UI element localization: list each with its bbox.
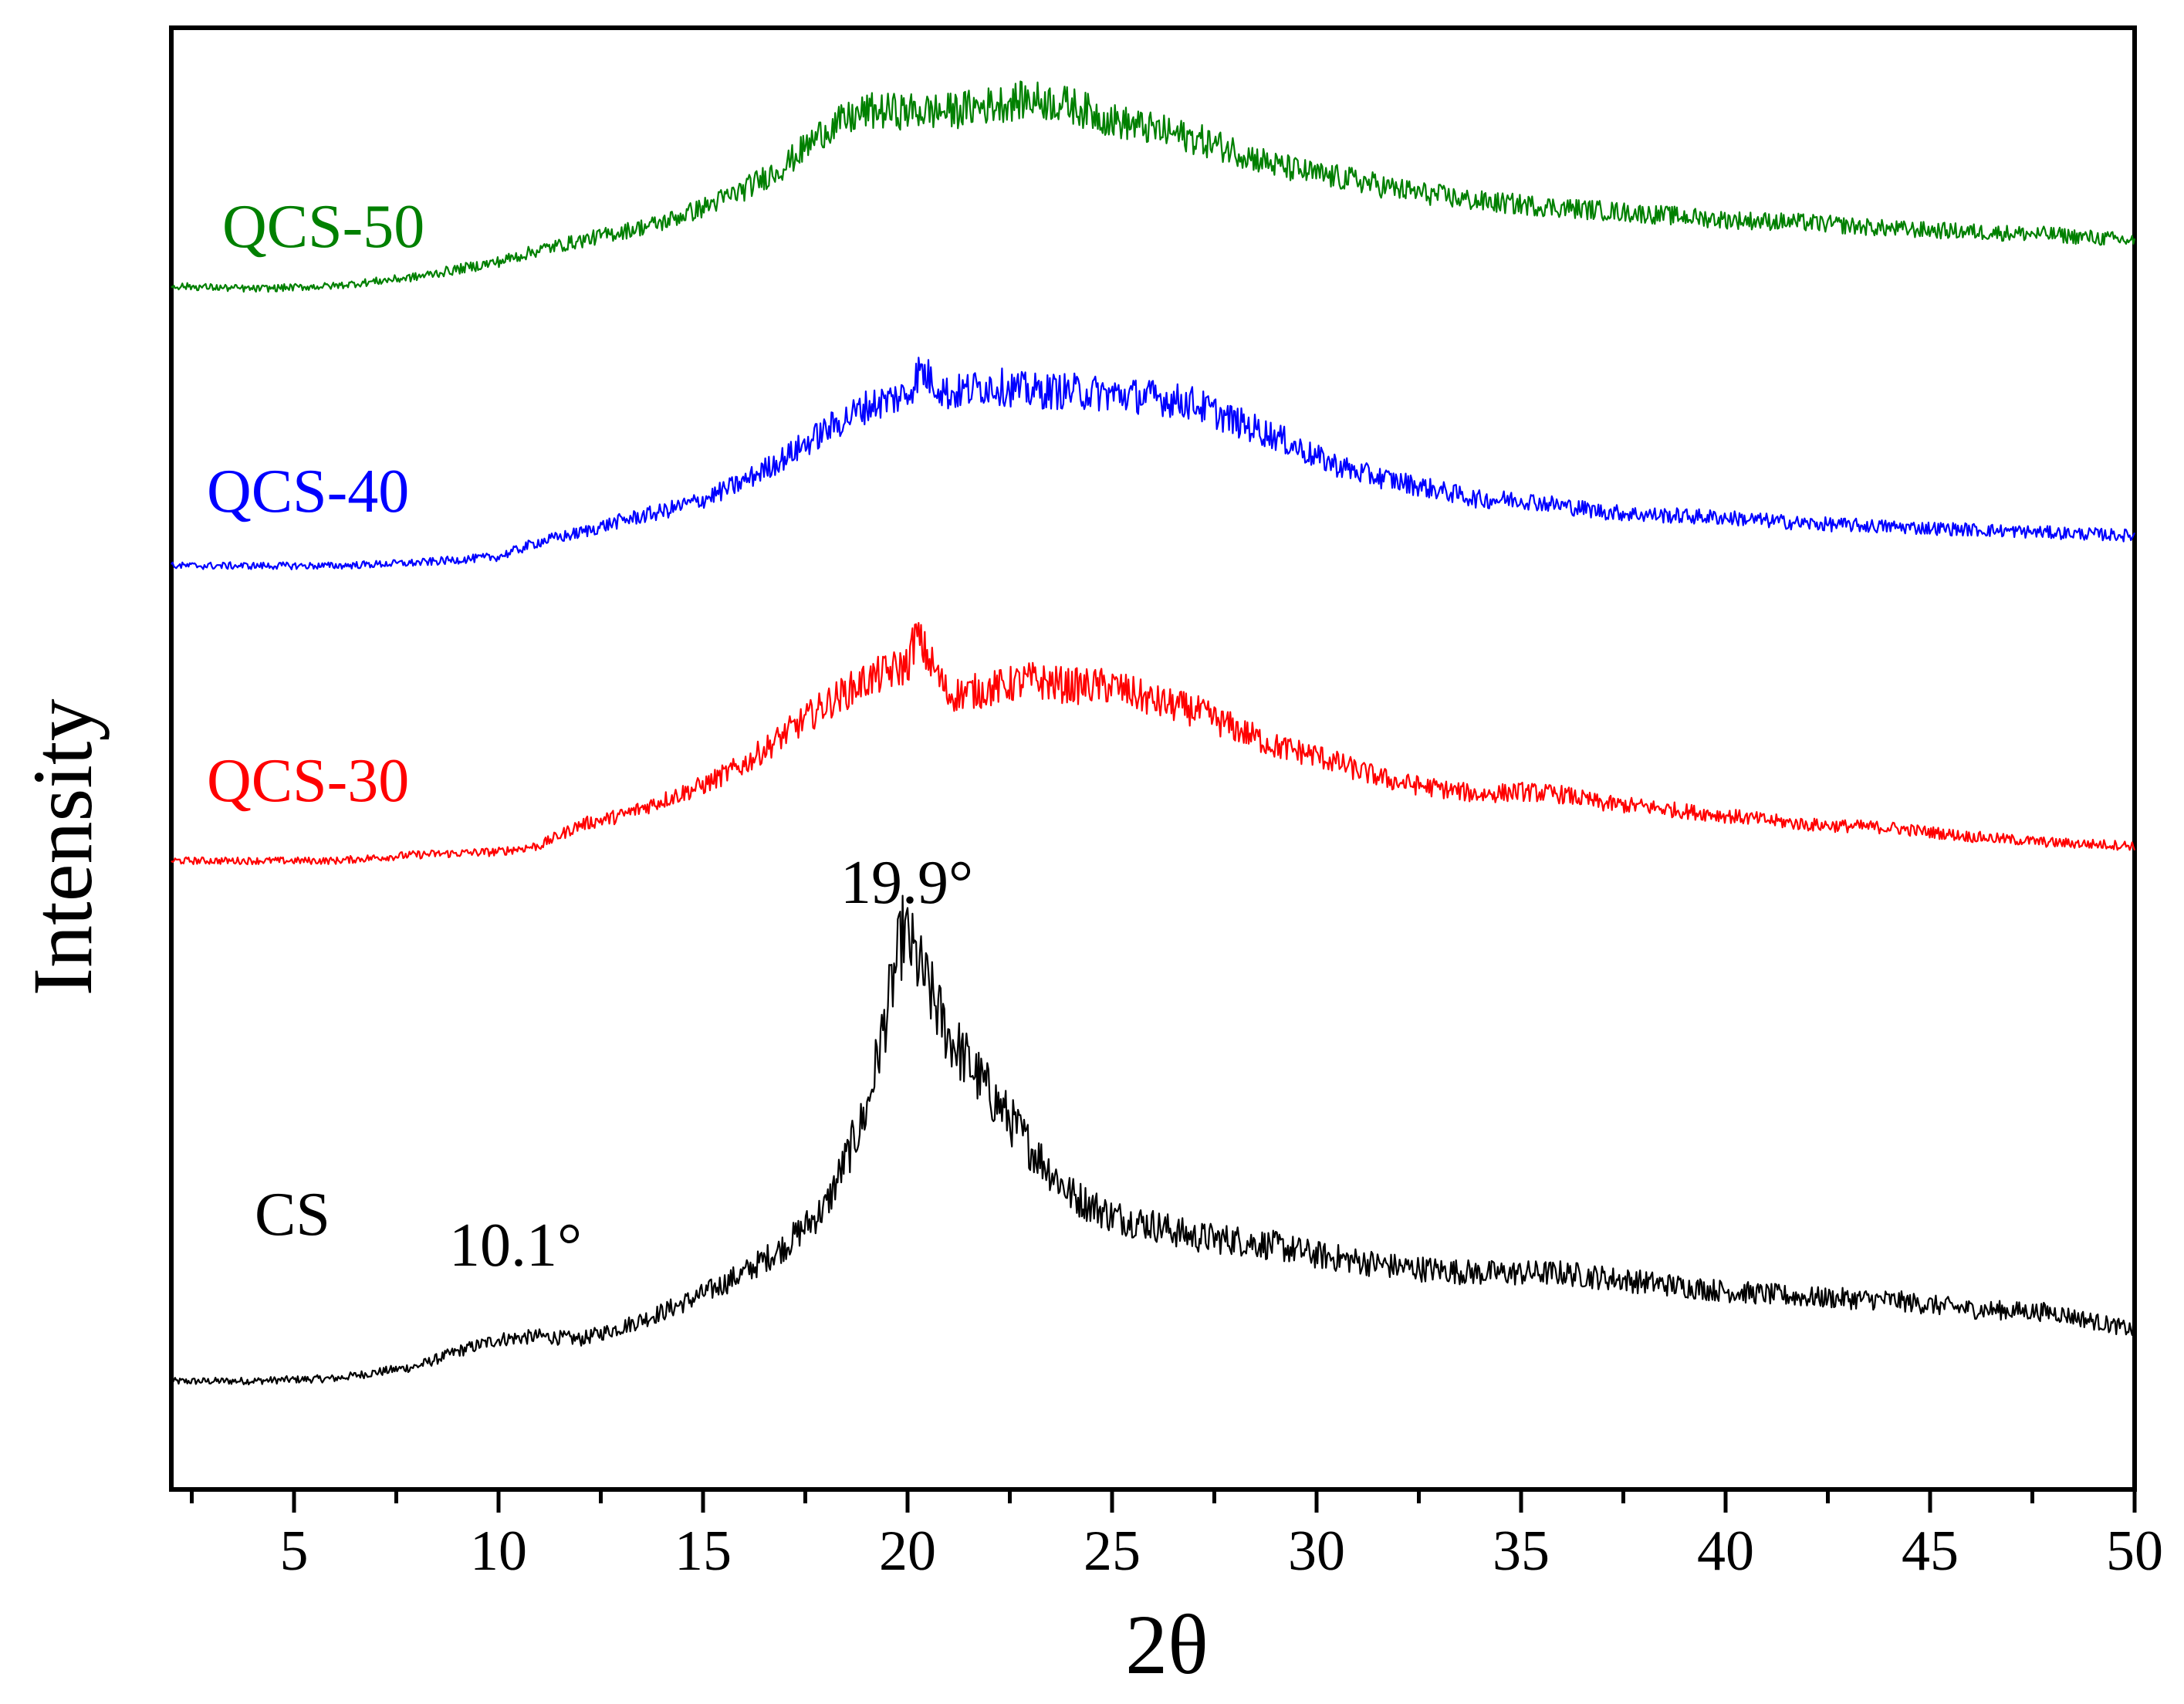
series-labels: CS QCS-30 QCS-40 QCS-50 19.9° 10.1°	[207, 193, 973, 1280]
y-axis-title: Intensity	[15, 699, 110, 996]
x-tick-label-15: 15	[674, 1520, 732, 1583]
x-axis-ticks: 5 10 15 20 25 30 35 40 45 50	[190, 1489, 2163, 1583]
series-label-qcs-30: QCS-30	[207, 747, 409, 815]
series-line-qcs-30	[171, 622, 2136, 866]
peak-annotation-0: 19.9°	[840, 849, 973, 917]
series-label-qcs-50: QCS-50	[222, 193, 424, 261]
plot-frame	[169, 25, 2137, 1492]
x-axis-title: 2θ	[1125, 1598, 1209, 1692]
x-tick-label-50: 50	[2106, 1520, 2163, 1583]
series-label-cs: CS	[255, 1181, 330, 1249]
x-tick-label-10: 10	[470, 1520, 527, 1583]
x-tick-label-35: 35	[1493, 1520, 1550, 1583]
x-tick-label-5: 5	[280, 1520, 309, 1583]
x-tick-label-20: 20	[879, 1520, 936, 1583]
series-line-qcs-50	[171, 80, 2136, 293]
series-layer	[171, 80, 2136, 1386]
x-tick-label-45: 45	[1902, 1520, 1959, 1583]
x-tick-label-30: 30	[1288, 1520, 1345, 1583]
peak-annotation-1: 10.1°	[449, 1212, 582, 1280]
series-line-cs	[171, 894, 2136, 1386]
series-label-qcs-40: QCS-40	[207, 458, 409, 526]
series-line-qcs-40	[171, 357, 2135, 570]
x-tick-label-25: 25	[1084, 1520, 1141, 1583]
x-tick-label-40: 40	[1697, 1520, 1754, 1583]
